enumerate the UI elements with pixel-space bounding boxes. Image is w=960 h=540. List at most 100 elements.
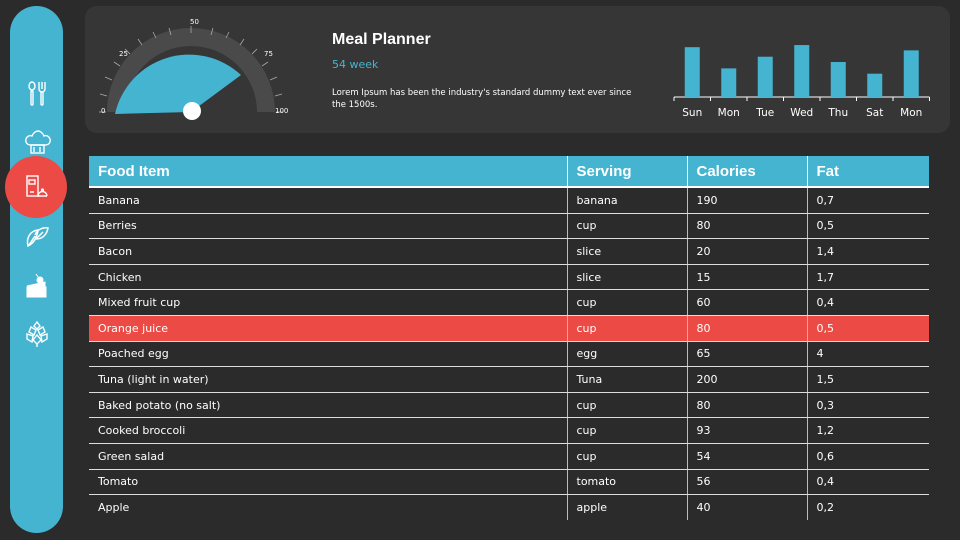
fat-cell: 0,5 bbox=[807, 315, 929, 342]
utensils-icon bbox=[27, 81, 46, 106]
bar[interactable] bbox=[721, 68, 737, 97]
calories-cell: 93 bbox=[687, 417, 808, 444]
sidebar-item-dessert[interactable] bbox=[10, 266, 63, 306]
fat-cell: 1,4 bbox=[807, 238, 929, 265]
serving-cell: cup bbox=[567, 392, 688, 419]
sidebar-item-utensils[interactable] bbox=[10, 74, 63, 114]
food-item-cell: Chicken bbox=[89, 264, 568, 291]
leaf-icon bbox=[26, 227, 49, 248]
food-table: Food Item Serving Calories Fat Banana ban… bbox=[89, 156, 929, 520]
table-row[interactable]: Bacon slice 20 1,4 bbox=[89, 238, 929, 265]
table-row[interactable]: Baked potato (no salt) cup 80 0,3 bbox=[89, 392, 929, 419]
sidebar-item-leaf[interactable] bbox=[10, 216, 63, 256]
food-item-cell: Berries bbox=[89, 213, 568, 240]
food-item-cell: Green salad bbox=[89, 443, 568, 470]
fat-cell: 4 bbox=[807, 341, 929, 368]
x-axis-label: Mon bbox=[718, 107, 740, 119]
serving-cell: slice bbox=[567, 238, 688, 265]
serving-cell: cup bbox=[567, 443, 688, 470]
serving-cell: cup bbox=[567, 417, 688, 444]
gauge-label-0: 0 bbox=[101, 107, 105, 115]
table-row[interactable]: Chicken slice 15 1,7 bbox=[89, 264, 929, 291]
x-axis-label: Sat bbox=[866, 107, 883, 119]
serving-cell: cup bbox=[567, 289, 688, 316]
table-row[interactable]: Poached egg egg 65 4 bbox=[89, 341, 929, 368]
menu-dish-icon bbox=[26, 175, 48, 197]
page-title: Meal Planner bbox=[332, 31, 431, 48]
food-item-cell: Cooked broccoli bbox=[89, 417, 568, 444]
sidebar-item-menu[interactable] bbox=[5, 156, 67, 218]
table-row[interactable]: Cooked broccoli cup 93 1,2 bbox=[89, 417, 929, 444]
calories-cell: 80 bbox=[687, 213, 808, 240]
bar[interactable] bbox=[867, 73, 883, 97]
bar[interactable] bbox=[757, 56, 773, 97]
cake-icon bbox=[26, 273, 46, 298]
table-row[interactable]: Orange juice cup 80 0,5 bbox=[89, 315, 929, 342]
gauge-label-100: 100 bbox=[275, 107, 288, 115]
calories-cell: 40 bbox=[687, 494, 808, 520]
serving-cell: banana bbox=[567, 187, 688, 214]
x-axis-label: Thu bbox=[827, 107, 848, 119]
calories-cell: 20 bbox=[687, 238, 808, 265]
bar[interactable] bbox=[684, 47, 700, 97]
food-item-cell: Tuna (light in water) bbox=[89, 366, 568, 393]
food-item-cell: Orange juice bbox=[89, 315, 568, 342]
food-item-cell: Bacon bbox=[89, 238, 568, 265]
serving-cell: Tuna bbox=[567, 366, 688, 393]
calories-cell: 190 bbox=[687, 187, 808, 214]
fat-cell: 0,6 bbox=[807, 443, 929, 470]
gauge-label-25: 25 bbox=[119, 50, 128, 58]
food-item-cell: Mixed fruit cup bbox=[89, 289, 568, 316]
serving-cell: cup bbox=[567, 315, 688, 342]
calories-cell: 54 bbox=[687, 443, 808, 470]
table-row[interactable]: Apple apple 40 0,2 bbox=[89, 494, 929, 520]
calories-cell: 60 bbox=[687, 289, 808, 316]
calories-cell: 80 bbox=[687, 315, 808, 342]
food-item-cell: Banana bbox=[89, 187, 568, 214]
chef-hat-icon bbox=[24, 130, 51, 154]
description-text: Lorem Ipsum has been the industry's stan… bbox=[332, 88, 632, 110]
calories-cell: 65 bbox=[687, 341, 808, 368]
table-row[interactable]: Banana banana 190 0,7 bbox=[89, 187, 929, 214]
fat-cell: 0,4 bbox=[807, 289, 929, 316]
sidebar-item-hops[interactable] bbox=[10, 314, 63, 354]
fat-cell: 0,3 bbox=[807, 392, 929, 419]
sidebar-item-chef[interactable] bbox=[10, 122, 63, 162]
x-axis-label: Wed bbox=[790, 107, 813, 119]
table-row[interactable]: Tuna (light in water) Tuna 200 1,5 bbox=[89, 366, 929, 393]
x-axis-label: Mon bbox=[900, 107, 922, 119]
week-label: 54 week bbox=[332, 58, 379, 71]
summary-panel: 0 25 50 75 100 Meal Planner 54 week Lore… bbox=[85, 6, 950, 133]
column-header-serving[interactable]: Serving bbox=[567, 156, 688, 188]
bar[interactable] bbox=[794, 45, 810, 97]
column-header-calories[interactable]: Calories bbox=[687, 156, 808, 188]
gauge-label-75: 75 bbox=[264, 50, 273, 58]
calories-cell: 80 bbox=[687, 392, 808, 419]
progress-gauge: 0 25 50 75 100 bbox=[99, 18, 288, 120]
bar[interactable] bbox=[830, 62, 846, 97]
serving-cell: slice bbox=[567, 264, 688, 291]
column-header-food-item[interactable]: Food Item bbox=[89, 156, 568, 188]
hops-icon bbox=[25, 320, 48, 347]
serving-cell: cup bbox=[567, 213, 688, 240]
table-row[interactable]: Berries cup 80 0,5 bbox=[89, 213, 929, 240]
table-header-row: Food Item Serving Calories Fat bbox=[89, 156, 929, 188]
fat-cell: 1,5 bbox=[807, 366, 929, 393]
food-item-cell: Tomato bbox=[89, 469, 568, 496]
serving-cell: apple bbox=[567, 494, 688, 520]
column-header-fat[interactable]: Fat bbox=[807, 156, 929, 188]
calories-cell: 56 bbox=[687, 469, 808, 496]
fat-cell: 0,4 bbox=[807, 469, 929, 496]
table-row[interactable]: Mixed fruit cup cup 60 0,4 bbox=[89, 289, 929, 316]
food-item-cell: Baked potato (no salt) bbox=[89, 392, 568, 419]
gauge-needle-pivot bbox=[183, 102, 201, 120]
bar[interactable] bbox=[903, 50, 919, 97]
x-axis-label: Sun bbox=[682, 107, 702, 119]
x-axis-label: Tue bbox=[755, 107, 774, 119]
table-row[interactable]: Green salad cup 54 0,6 bbox=[89, 443, 929, 470]
serving-cell: egg bbox=[567, 341, 688, 368]
table-row[interactable]: Tomato tomato 56 0,4 bbox=[89, 469, 929, 496]
weekly-bar-chart: Sun Mon Tue Wed Thu Sat Mon bbox=[673, 45, 930, 119]
calories-cell: 15 bbox=[687, 264, 808, 291]
calories-cell: 200 bbox=[687, 366, 808, 393]
